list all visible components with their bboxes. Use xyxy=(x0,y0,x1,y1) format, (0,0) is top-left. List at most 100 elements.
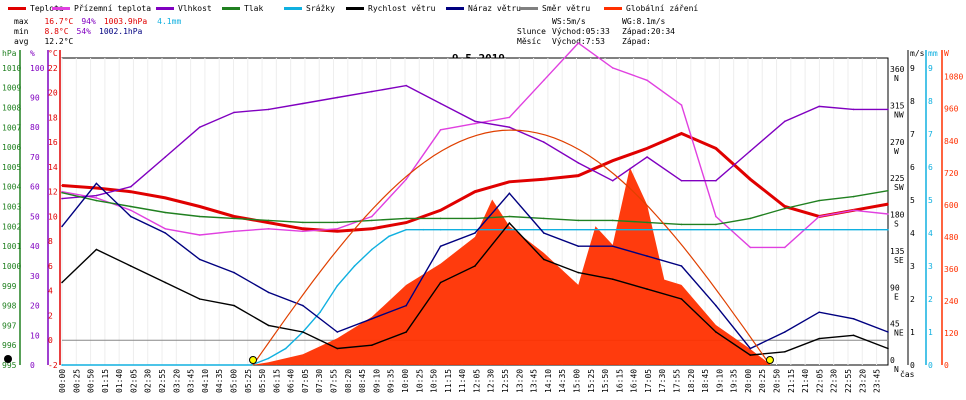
stats-avg: avg 12.2°C xyxy=(14,37,74,46)
series-point xyxy=(646,288,648,290)
series-point xyxy=(336,285,339,287)
series-point xyxy=(302,230,304,233)
series-point xyxy=(336,331,339,333)
series-point xyxy=(646,156,648,158)
wind-speed-tick-label: 7 xyxy=(910,130,915,139)
temperature-tick-label: 14 xyxy=(48,163,58,172)
series-point xyxy=(233,217,235,220)
series-point xyxy=(95,199,98,202)
pressure-tick-label: 998 xyxy=(2,302,17,311)
temperature-axis-header: °C xyxy=(48,49,58,58)
series-point xyxy=(474,217,476,220)
rain-tick-label: 8 xyxy=(928,97,933,106)
humidity-tick-label: 100 xyxy=(30,64,45,73)
legend-swatch xyxy=(520,7,538,10)
series-point xyxy=(198,234,201,236)
series-point xyxy=(508,181,511,183)
series-point xyxy=(130,185,132,188)
series-point xyxy=(61,191,63,194)
series-point xyxy=(371,219,373,222)
series-point xyxy=(198,205,201,208)
x-tick-label: 18:45 xyxy=(701,369,710,393)
series-point xyxy=(646,255,648,257)
x-tick-label: 14:35 xyxy=(558,369,567,393)
series-point xyxy=(371,90,373,93)
series-point xyxy=(646,147,648,150)
radiation-tick-label: 360 xyxy=(944,265,959,274)
wind-speed-tick-label: 8 xyxy=(910,97,915,106)
series-point xyxy=(164,228,167,230)
x-tick-label: 16:15 xyxy=(615,369,624,393)
sunset: Západ:20:34 xyxy=(622,27,675,36)
series-point xyxy=(439,209,442,212)
wind-speed-tick-label: 2 xyxy=(910,295,915,304)
pressure-tick-label: 1006 xyxy=(2,143,21,152)
moonset: Západ: xyxy=(622,37,651,46)
x-tick-label: 00:50 xyxy=(87,369,96,393)
series-point xyxy=(130,215,132,218)
series-point xyxy=(577,42,580,44)
pressure-tick-label: 1010 xyxy=(2,64,21,73)
series-point xyxy=(164,232,167,234)
wind-speed-tick-label: 0 xyxy=(910,361,915,370)
legend-item: Směr větru xyxy=(520,4,590,13)
series-point xyxy=(474,232,476,234)
series-point xyxy=(198,215,201,218)
legend-label: Tlak xyxy=(244,4,264,13)
series-point xyxy=(130,190,132,193)
x-tick-label: 12:05 xyxy=(472,369,481,393)
wind-speed-tick-label: 1 xyxy=(910,328,915,337)
series-point xyxy=(267,291,270,294)
pressure-tick-label: 999 xyxy=(2,282,17,291)
series-point xyxy=(302,331,304,333)
series-point xyxy=(130,265,132,267)
wind-dir-tick-dir: S xyxy=(894,220,899,229)
radiation-tick-label: 120 xyxy=(944,329,959,338)
series-point xyxy=(508,192,511,195)
series-point xyxy=(646,221,648,224)
series-point xyxy=(371,215,373,218)
series-point xyxy=(577,245,580,247)
time-axis-header: čas xyxy=(900,369,915,379)
x-tick-label: 02:05 xyxy=(129,369,138,393)
x-tick-label: 19:35 xyxy=(730,369,739,393)
series-point xyxy=(405,228,408,231)
wind-dir-tick-value: 315 xyxy=(890,102,905,111)
series-point xyxy=(611,179,614,182)
series-point xyxy=(474,190,476,193)
x-tick-label: 02:55 xyxy=(158,369,167,393)
rain-tick-label: 1 xyxy=(928,328,933,337)
x-tick-label: 15:50 xyxy=(601,369,610,393)
series-point xyxy=(61,197,63,200)
series-point xyxy=(284,347,287,350)
radiation-tick-label: 0 xyxy=(944,361,949,370)
series-point xyxy=(130,209,132,212)
series-point xyxy=(818,105,820,108)
x-tick-label: 11:40 xyxy=(458,369,467,393)
radiation-tick-label: 840 xyxy=(944,137,959,146)
rain-tick-label: 2 xyxy=(928,295,933,304)
series-point xyxy=(784,207,786,210)
series-point xyxy=(267,228,270,230)
series-point xyxy=(749,150,752,152)
x-tick-label: 10:50 xyxy=(430,369,439,393)
series-point xyxy=(887,213,889,215)
x-tick-label: 17:30 xyxy=(658,369,667,393)
series-point xyxy=(336,221,339,224)
temperature-tick-label: 20 xyxy=(48,89,58,98)
x-tick-label: 01:40 xyxy=(115,369,124,393)
x-tick-label: 23:45 xyxy=(873,369,882,393)
series-point xyxy=(233,304,235,307)
x-tick-label: 02:30 xyxy=(144,369,153,393)
series-point xyxy=(474,265,476,267)
radiation-tick-label: 1080 xyxy=(944,73,963,82)
x-tick-label: 14:10 xyxy=(544,369,553,393)
rain-axis-header: mm xyxy=(928,49,938,58)
series-point xyxy=(508,215,511,218)
x-tick-label: 21:15 xyxy=(787,369,796,393)
wind-dir-tick-value: 135 xyxy=(890,247,905,256)
moon-marker xyxy=(4,355,12,363)
humidity-tick-label: 20 xyxy=(30,302,40,311)
x-tick-label: 20:50 xyxy=(773,369,782,393)
